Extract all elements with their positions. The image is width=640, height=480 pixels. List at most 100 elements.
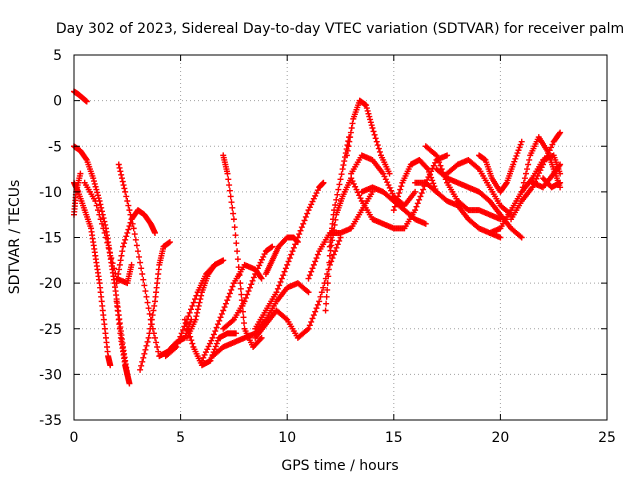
- data-point: [370, 128, 377, 135]
- data-point: [192, 316, 199, 323]
- data-point: [196, 299, 203, 306]
- data-point: [316, 298, 323, 305]
- data-point: [313, 255, 320, 262]
- data-point: [386, 184, 393, 191]
- data-point: [144, 299, 151, 306]
- series-arc-30: [433, 166, 525, 241]
- data-point: [330, 251, 337, 258]
- data-point: [123, 233, 130, 240]
- data-point: [102, 221, 109, 228]
- data-point: [229, 204, 236, 211]
- data-point: [220, 307, 227, 314]
- data-point: [436, 159, 443, 166]
- data-point: [90, 178, 97, 185]
- data-point: [116, 266, 123, 273]
- data-point: [141, 350, 148, 357]
- data-point: [306, 272, 313, 279]
- data-point: [384, 179, 391, 186]
- data-point: [124, 198, 131, 204]
- data-point: [312, 192, 319, 199]
- data-point: [186, 309, 193, 316]
- data-point: [418, 190, 425, 197]
- data-point: [305, 207, 312, 214]
- data-point: [77, 170, 84, 177]
- data-point: [152, 334, 159, 341]
- data-point: [305, 289, 312, 296]
- x-tick-label: 0: [70, 430, 79, 446]
- data-point: [212, 328, 219, 335]
- data-point: [239, 308, 246, 315]
- data-point: [93, 202, 100, 209]
- data-point: [250, 274, 257, 281]
- data-point: [212, 343, 219, 350]
- y-tick-label: -35: [39, 413, 62, 429]
- data-point: [497, 234, 504, 241]
- data-point: [323, 293, 330, 300]
- data-point: [150, 307, 157, 314]
- data-point: [372, 135, 379, 142]
- data-point: [97, 216, 104, 223]
- y-axis-ticks: 5 0 -5 -10 -15 -20 -25 -30 -35: [39, 48, 607, 429]
- series-arc-34: [508, 129, 564, 223]
- data-point: [96, 211, 103, 218]
- data-point: [286, 255, 293, 262]
- series-arc-3: [71, 179, 114, 369]
- data-point: [277, 278, 284, 285]
- x-tick-label: 25: [598, 430, 616, 446]
- data-point: [208, 337, 215, 344]
- data-point: [124, 229, 131, 236]
- data-point: [338, 171, 345, 178]
- data-point: [385, 182, 392, 189]
- data-point: [119, 248, 126, 255]
- data-point: [320, 284, 327, 291]
- data-point: [119, 178, 126, 185]
- data-point: [322, 307, 329, 314]
- data-point: [100, 225, 107, 232]
- data-point: [118, 175, 125, 182]
- data-point: [242, 294, 249, 301]
- data-point: [146, 330, 153, 337]
- data-point: [147, 325, 154, 332]
- data-point: [149, 312, 156, 319]
- x-tick-label: 5: [176, 430, 185, 446]
- data-point: [427, 171, 434, 178]
- data-point: [231, 224, 238, 231]
- data-point: [138, 265, 145, 272]
- data-point: [524, 166, 531, 173]
- data-point: [249, 277, 256, 284]
- data-point: [317, 293, 324, 300]
- data-point: [368, 122, 375, 129]
- data-point: [274, 285, 281, 292]
- data-point: [233, 330, 240, 337]
- data-point: [92, 183, 99, 190]
- data-point: [121, 240, 128, 247]
- data-point: [213, 340, 220, 347]
- data-point: [83, 98, 90, 105]
- data-point: [382, 176, 389, 183]
- data-point: [325, 273, 332, 280]
- data-point: [226, 187, 233, 194]
- data-point: [124, 371, 131, 378]
- series-arc-18: [252, 234, 344, 341]
- data-point: [174, 340, 181, 347]
- data-point: [281, 268, 288, 275]
- data-point: [125, 202, 132, 209]
- data-point: [327, 247, 334, 254]
- data-point: [556, 162, 563, 169]
- data-point: [113, 280, 120, 287]
- data-point: [200, 354, 207, 361]
- data-point: [444, 152, 451, 159]
- data-point: [117, 257, 124, 264]
- series-arc-23: [343, 97, 393, 177]
- data-point: [234, 256, 241, 263]
- data-point: [118, 171, 125, 178]
- data-point: [260, 253, 267, 260]
- data-point: [371, 131, 378, 138]
- data-point: [145, 305, 152, 312]
- data-point: [98, 208, 105, 215]
- data-point: [434, 155, 441, 162]
- data-point: [98, 204, 105, 211]
- data-point: [396, 190, 403, 197]
- data-point: [521, 175, 528, 182]
- data-point: [142, 346, 149, 353]
